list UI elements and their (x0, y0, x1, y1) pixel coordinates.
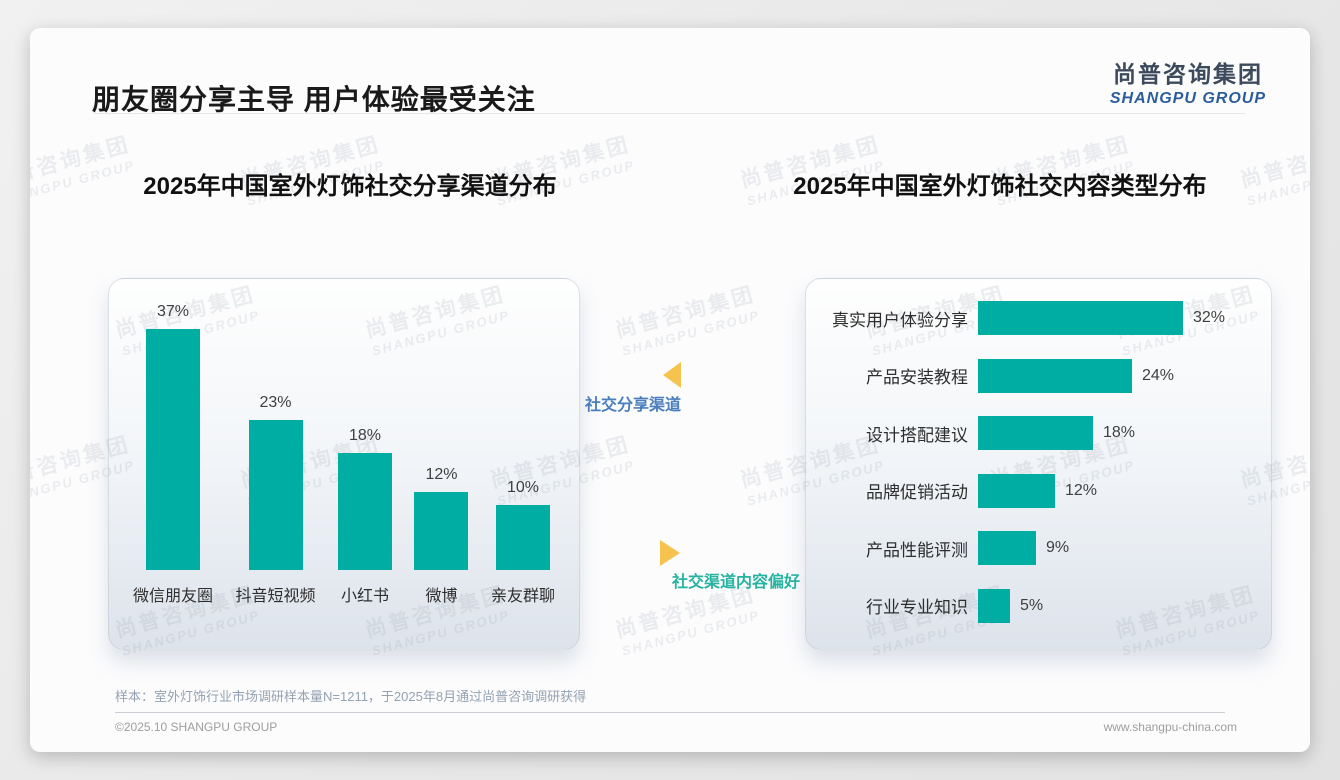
bar-value-label: 9% (1046, 539, 1070, 557)
bar (978, 301, 1183, 335)
bar-category-label: 亲友群聊 (490, 588, 555, 605)
logo-en-text: SHANGPU GROUP (1109, 90, 1266, 107)
bar-column: 12% 微博 (414, 466, 469, 605)
right-chart-panel: 真实用户体验分享 32% 产品安装教程 24% 设计搭配建议 18% 品牌促销活动 12% 产品… (805, 278, 1272, 650)
bar-value-label: 24% (1142, 366, 1175, 384)
bar-category-label: 品牌促销活动 (866, 483, 968, 503)
bar-category-label: 真实用户体验分享 (832, 310, 968, 330)
left-chart-title: 2025年中国室外灯饰社交分享渠道分布 (143, 173, 557, 200)
bar (414, 492, 469, 570)
sample-note: 样本：室外灯饰行业市场调研样本量N=1211，于2025年8月通过尚普咨询调研获… (115, 689, 587, 704)
bar-column: 23% 抖音短视频 (235, 394, 316, 605)
bar-category-label: 产品性能评测 (866, 540, 968, 560)
footer-divider (115, 712, 1225, 713)
bar-category-label: 微博 (425, 588, 458, 605)
copyright-text: ©2025.10 SHANGPU GROUP (115, 720, 278, 734)
bar-category-label: 行业专业知识 (866, 598, 968, 618)
bar-category-label: 小红书 (340, 588, 389, 605)
bar-column: 10% 亲友群聊 (490, 479, 555, 605)
company-logo: 尚普咨询集团 SHANGPU GROUP (1110, 55, 1266, 108)
bar (978, 588, 1010, 623)
bar (248, 420, 303, 570)
bar (978, 358, 1132, 393)
bar (146, 329, 200, 570)
bar-category-label: 产品安装教程 (866, 368, 968, 388)
slide-card: 尚普咨询集团 SHANGPU GROUP 尚普咨询集团 SHANGPU GROUP 尚普… (30, 28, 1310, 752)
bar (978, 416, 1093, 451)
logo-cn-text: 尚普咨询集团 (1112, 61, 1263, 87)
bar (978, 473, 1055, 508)
bar-value-label: 12% (1065, 481, 1098, 499)
bar-value-label: 10% (506, 479, 539, 496)
vertical-bar-chart: 37% 微信朋友圈 23% 抖音短视频 18% 小红书 12% 微博 10% 亲友群聊 (125, 303, 563, 605)
bar-row: 产品性能评测 9% (822, 531, 1261, 566)
left-annotation-label: 社交分享渠道 (585, 397, 682, 414)
bar-row: 行业专业知识 5% (822, 588, 1261, 623)
bar-row: 品牌促销活动 12% (822, 473, 1261, 508)
arrow-left-icon (663, 362, 681, 388)
bar-row: 真实用户体验分享 32% (822, 301, 1261, 335)
bar-row: 设计搭配建议 18% (822, 416, 1261, 451)
bar-value-label: 32% (1193, 309, 1226, 326)
right-annotation-label: 社交渠道内容偏好 (672, 574, 801, 591)
bar-column: 18% 小红书 (338, 427, 392, 605)
bar-value-label: 18% (1103, 424, 1136, 442)
bar-value-label: 18% (348, 427, 382, 444)
bar-category-label: 微信朋友圈 (133, 588, 214, 605)
left-chart-panel: 37% 微信朋友圈 23% 抖音短视频 18% 小红书 12% 微博 10% 亲友群聊 (108, 278, 580, 650)
bar-value-label: 12% (425, 466, 458, 483)
right-chart-title: 2025年中国室外灯饰社交内容类型分布 (793, 173, 1207, 200)
bar-value-label: 23% (259, 394, 292, 411)
title-divider (95, 113, 1245, 114)
page-title: 朋友圈分享主导 用户体验最受关注 (92, 84, 536, 115)
bar (495, 505, 550, 570)
bar-category-label: 抖音短视频 (235, 588, 316, 605)
bar-value-label: 5% (1020, 596, 1044, 614)
horizontal-bar-chart: 真实用户体验分享 32% 产品安装教程 24% 设计搭配建议 18% 品牌促销活动 12% 产品… (822, 301, 1261, 623)
bar-column: 37% 微信朋友圈 (133, 303, 214, 605)
bar (978, 531, 1036, 566)
arrow-right-icon (660, 540, 680, 566)
bar-row: 产品安装教程 24% (822, 358, 1261, 393)
website-text: www.shangpu-china.com (1103, 720, 1237, 734)
bar-value-label: 37% (156, 303, 190, 320)
bar (338, 453, 392, 570)
bar-category-label: 设计搭配建议 (866, 425, 968, 445)
